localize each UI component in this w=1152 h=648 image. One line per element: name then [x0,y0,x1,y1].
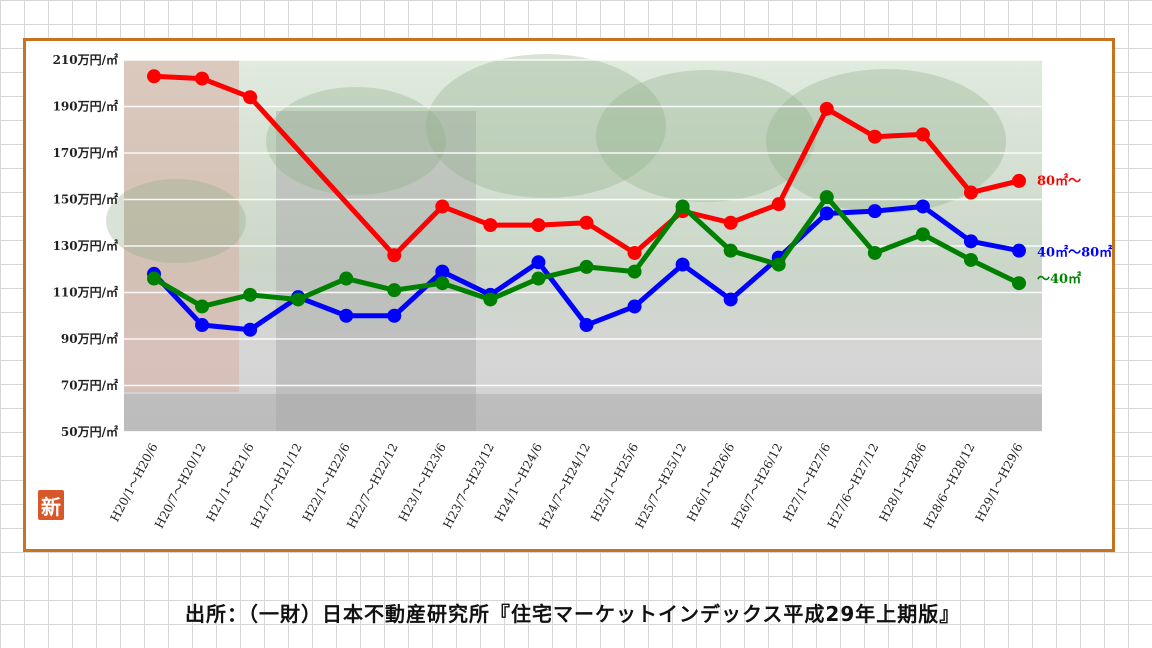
data-point [723,292,738,307]
series-label: 40㎡～80㎡ [1037,245,1112,261]
new-stamp: 新 [38,490,64,520]
x-tick-label: H27/6～H27/12 [825,441,882,531]
series-3: ～40㎡ [147,190,1081,314]
y-tick-label: 190万円/㎡ [53,99,118,114]
photo-tree [266,87,446,195]
x-axis-ticks: H20/1～H20/6H20/7～H20/12H21/1～H21/6H21/7～… [108,441,1026,531]
data-point [531,271,546,286]
x-tick-label: H26/7～H26/12 [729,441,786,531]
series-group: 80㎡～ 40㎡～80㎡ ～40㎡ [147,69,1112,337]
data-point [771,197,786,212]
data-point [675,257,690,272]
y-tick-label: 130万円/㎡ [53,238,118,253]
photo-tree [106,179,246,263]
data-point [819,206,834,221]
data-point [579,318,594,333]
data-point [579,215,594,230]
data-point [147,271,161,286]
y-tick-label: 50万円/㎡ [61,424,118,439]
series-label: 80㎡～ [1037,173,1081,189]
x-tick-label: H22/7～H22/12 [344,441,401,531]
data-point [963,185,978,200]
data-point [435,264,450,279]
data-point [723,243,738,258]
data-point [867,204,882,219]
photo-road [124,394,1042,432]
data-point [339,271,354,286]
x-tick-label: H22/1～H22/6 [300,441,353,524]
x-tick-label: H20/1～H20/6 [108,441,161,524]
data-point [627,245,642,260]
data-point [1012,173,1026,188]
data-point [483,218,498,233]
x-tick-label: H29/1～H29/6 [973,441,1026,524]
data-point [819,190,834,205]
x-tick-label: H28/6～H28/12 [921,441,978,531]
x-tick-label: H20/7～H20/12 [152,441,209,531]
photo-building-left [124,60,239,392]
y-tick-label: 90万円/㎡ [61,331,118,346]
y-tick-label: 150万円/㎡ [53,192,118,207]
data-point [675,199,690,214]
x-tick-label: H25/7～H25/12 [633,441,690,531]
y-tick-label: 70万円/㎡ [61,378,118,393]
data-point [819,101,834,116]
x-tick-label: H23/7～H23/12 [440,441,497,531]
data-point [771,257,786,272]
data-point [915,199,930,214]
x-tick-label: H21/7～H21/12 [248,441,305,531]
x-tick-label: H27/1～H27/6 [780,441,833,524]
data-point [579,259,594,274]
chart-frame: 50万円/㎡ 70万円/㎡ 90万円/㎡ 110万円/㎡ 130万円/㎡ 150万円/㎡ 1… [23,38,1115,552]
data-point [291,292,306,307]
series-label: ～40㎡ [1037,271,1081,287]
x-tick-label: H24/7～H24/12 [536,441,593,531]
x-tick-label: H21/1～H21/6 [204,441,257,524]
data-point [387,248,402,263]
data-point [339,308,354,323]
data-point [1012,276,1026,291]
x-tick-label: H28/1～H28/6 [876,441,929,524]
line-chart: 50万円/㎡ 70万円/㎡ 90万円/㎡ 110万円/㎡ 130万円/㎡ 150万円/㎡ 1… [53,52,1112,531]
data-point [243,322,258,337]
data-point [963,234,978,249]
data-point [915,227,930,242]
y-axis-ticks: 50万円/㎡ 70万円/㎡ 90万円/㎡ 110万円/㎡ 130万円/㎡ 150万円/㎡ 1… [53,52,118,439]
x-tick-label: H26/1～H26/6 [684,441,737,524]
data-point [387,283,402,298]
data-point [627,264,642,279]
photo-tree [596,70,816,202]
data-point [387,308,402,323]
source-note: 出所：（一財）日本不動産研究所『住宅マーケットインデックス平成29年上期版』 [185,602,961,626]
data-point [195,299,210,314]
data-point [915,127,930,142]
x-tick-label: H23/1～H23/6 [396,441,449,524]
data-point [243,287,258,302]
x-tick-label: H24/1～H24/6 [492,441,545,524]
data-point [435,276,450,291]
data-point [867,245,882,260]
data-point [963,252,978,267]
x-tick-label: H25/1～H25/6 [588,441,641,524]
data-point [627,299,642,314]
data-point [531,255,546,270]
data-point [723,215,738,230]
photo-tree [426,54,666,198]
y-tick-label: 170万円/㎡ [53,145,118,160]
data-point [435,199,450,214]
y-tick-label: 110万円/㎡ [53,285,118,300]
data-point [1012,243,1026,258]
gridlines [124,59,1042,433]
y-tick-label: 210万円/㎡ [53,52,118,67]
data-point [483,292,498,307]
data-point [243,90,258,105]
data-point [867,129,882,144]
data-point [195,71,210,86]
data-point [147,69,161,84]
data-point [531,218,546,233]
data-point [195,318,210,333]
